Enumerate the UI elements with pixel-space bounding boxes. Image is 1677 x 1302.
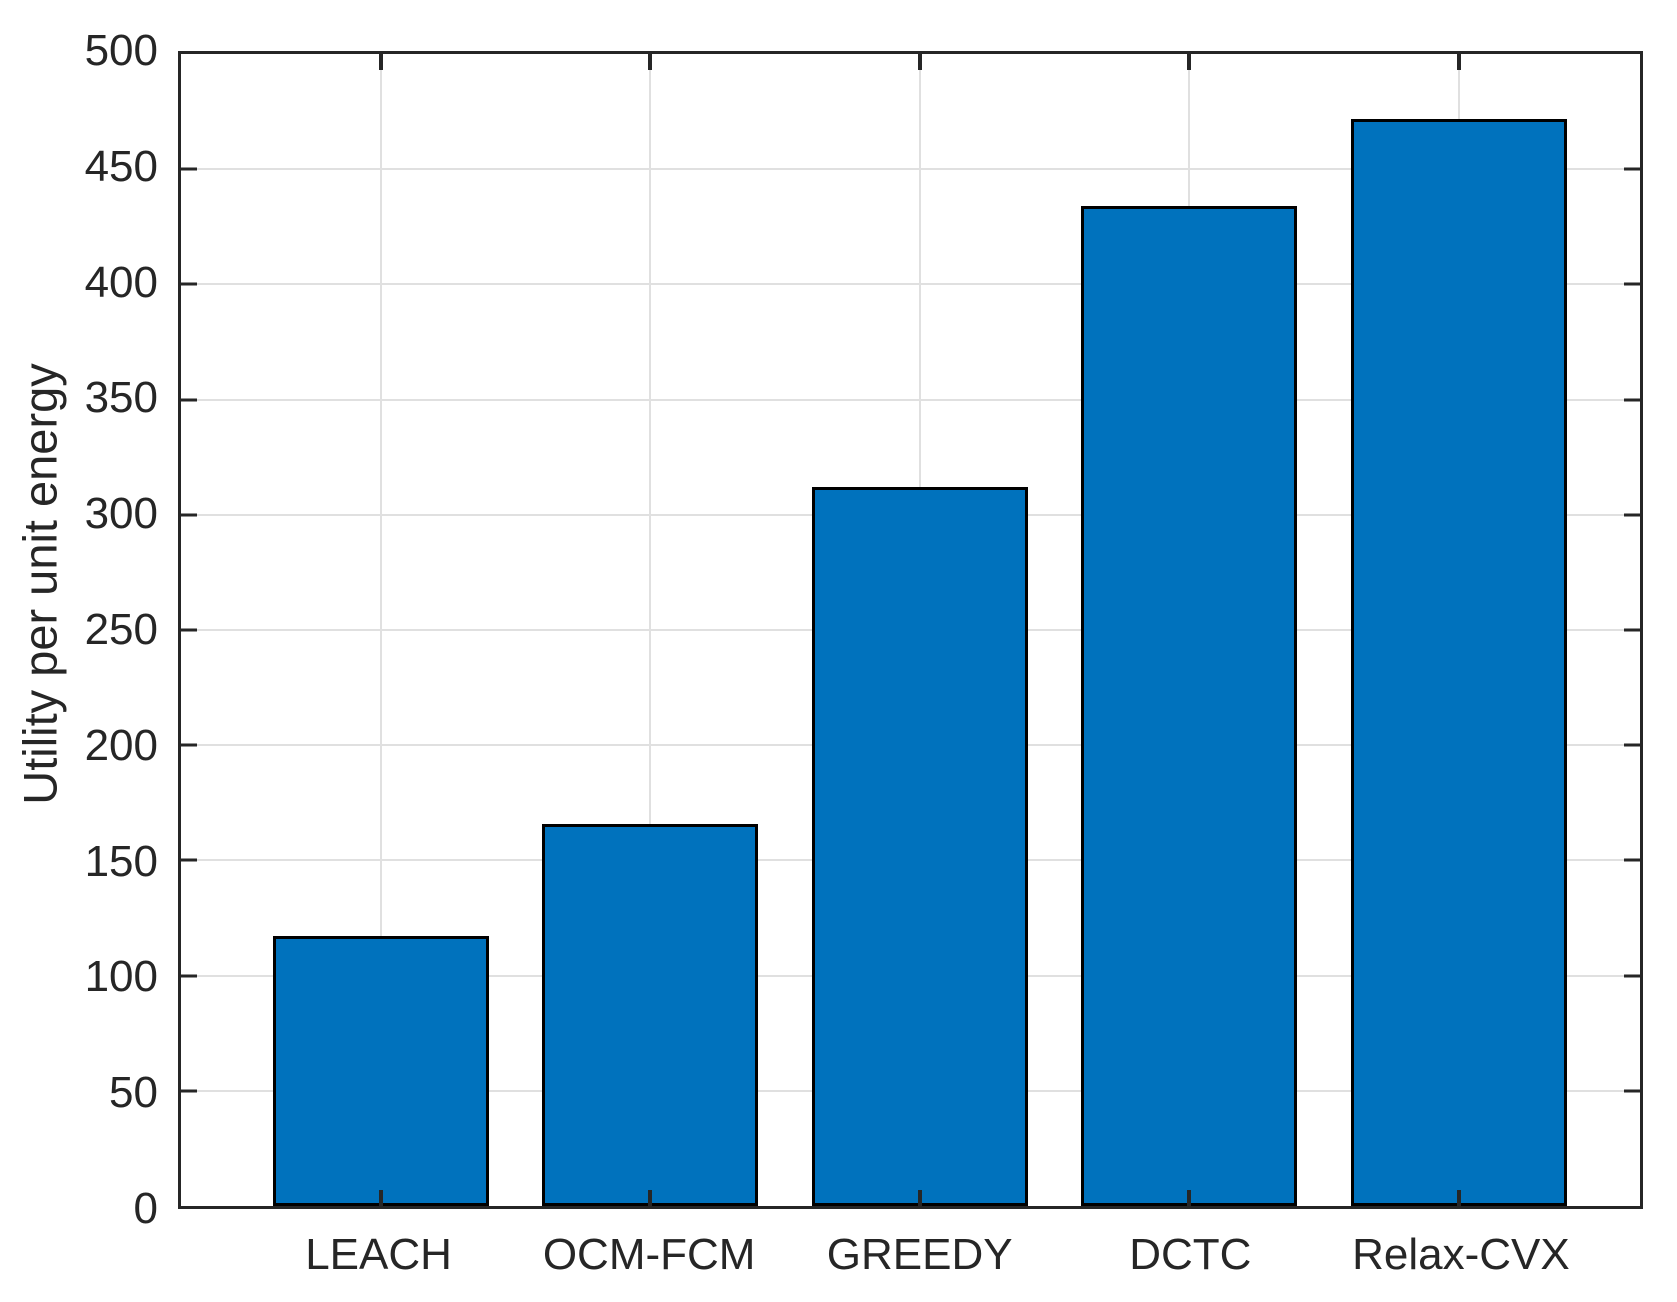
bar-ocm-fcm [542,823,759,1206]
y-axis-tick-labels: 0 50 100 150 200 250 300 350 400 450 500 [0,29,158,1231]
y-tick-left-50 [181,1089,197,1093]
y-tick-label-250: 250 [84,605,158,654]
y-tick-label-450: 450 [84,141,158,191]
gridline-h-450 [181,168,1640,171]
bar-dctc [1081,206,1298,1206]
bar-relax-cvx [1350,118,1567,1206]
x-tick-top-dctc [1187,54,1192,70]
y-tick-right-200 [1624,743,1640,747]
y-tick-right-400 [1624,282,1640,286]
plot-area [178,51,1643,1209]
y-tick-right-300 [1624,513,1640,517]
y-tick-right-250 [1624,628,1640,632]
y-tick-label-400: 400 [84,257,158,307]
x-tick-bottom-greedy [917,1190,922,1206]
x-tick-label-greedy: GREEDY [826,1230,1013,1279]
x-tick-top-relax-cvx [1456,54,1461,70]
y-tick-right-350 [1624,398,1640,402]
x-tick-bottom-ocm-fcm [648,1190,653,1206]
y-tick-label-350: 350 [84,373,158,423]
y-tick-right-100 [1624,974,1640,978]
y-tick-label-50: 50 [109,1068,158,1118]
y-tick-left-450 [181,167,197,171]
y-tick-label-500: 500 [84,26,158,75]
x-tick-label-relax-cvx: Relax-CVX [1352,1230,1570,1279]
x-tick-bottom-relax-cvx [1456,1190,1461,1206]
y-tick-left-200 [181,743,197,747]
y-tick-left-300 [181,513,197,517]
x-tick-top-greedy [917,54,922,70]
y-tick-left-150 [181,858,197,862]
y-tick-left-350 [181,398,197,402]
y-tick-label-150: 150 [84,836,158,886]
y-tick-right-450 [1624,167,1640,171]
y-tick-right-50 [1624,1089,1640,1093]
y-tick-left-100 [181,974,197,978]
x-axis-tick-labels: LEACH OCM-FCM GREEDY DCTC Relax-CVX [178,1233,1643,1293]
y-tick-right-150 [1624,858,1640,862]
x-tick-bottom-dctc [1187,1190,1192,1206]
y-tick-label-300: 300 [84,489,158,539]
x-tick-top-ocm-fcm [648,54,653,70]
x-tick-top-leach [378,54,383,70]
x-tick-bottom-leach [378,1190,383,1206]
gridline-h-400 [181,283,1640,286]
y-tick-label-200: 200 [84,720,158,770]
bar-leach [272,936,489,1206]
y-tick-left-250 [181,628,197,632]
bar-greedy [811,487,1028,1206]
gridline-v-leach [379,54,382,1206]
x-tick-label-ocm-fcm: OCM-FCM [542,1230,756,1279]
y-tick-label-0: 0 [133,1184,158,1233]
x-tick-label-leach: LEACH [305,1230,452,1279]
y-tick-left-400 [181,282,197,286]
gridline-h-350 [181,398,1640,401]
x-tick-label-dctc: DCTC [1129,1230,1252,1279]
y-tick-label-100: 100 [84,952,158,1002]
gridline-v-ocm-fcm [649,54,652,1206]
